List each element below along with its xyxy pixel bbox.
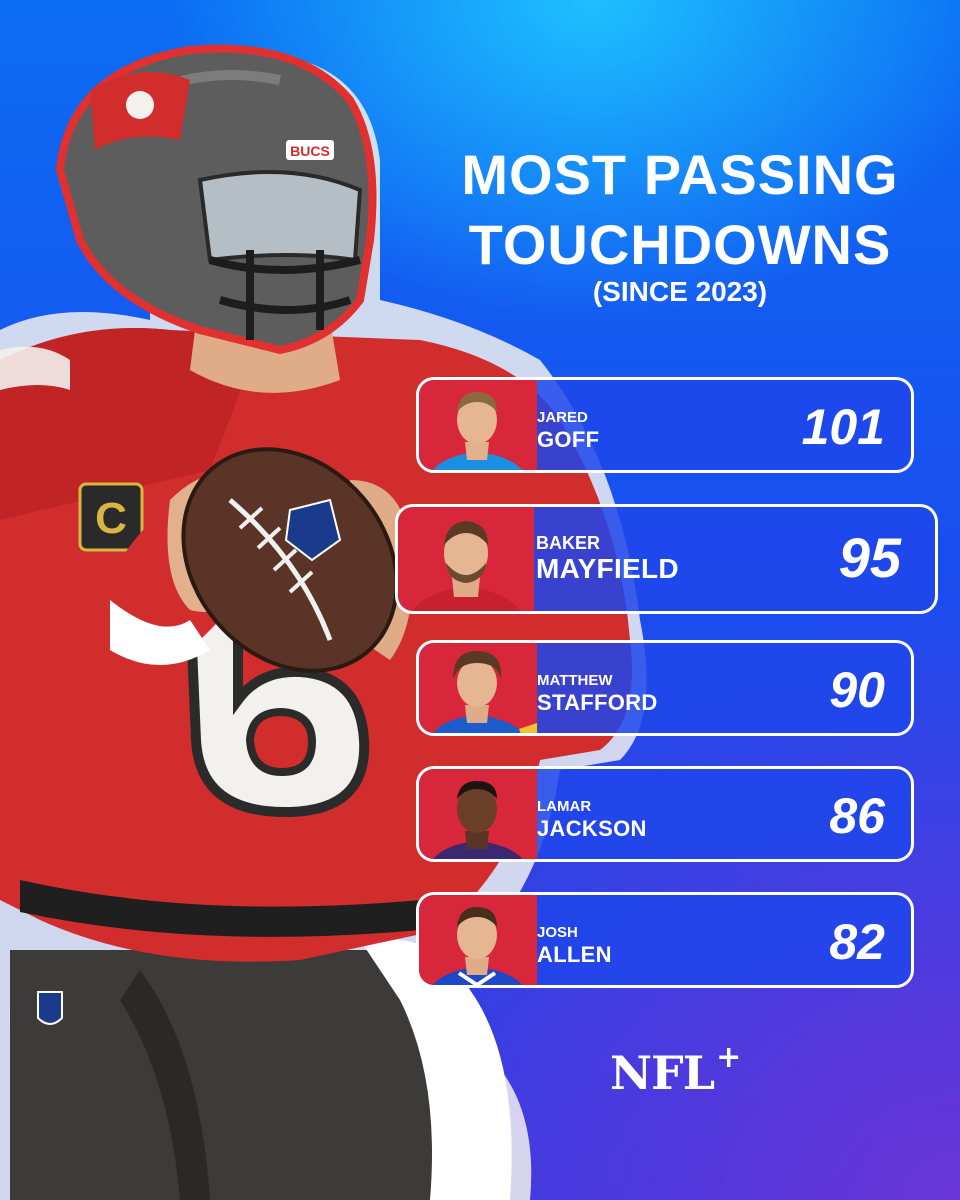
player-last-name: ALLEN <box>537 942 612 967</box>
touchdown-count: 90 <box>829 662 885 718</box>
title-line-1: MOST PASSING <box>461 143 899 206</box>
touchdown-count: 95 <box>838 526 901 589</box>
player-last-name: GOFF <box>537 427 600 452</box>
page-title: MOST PASSING TOUCHDOWNS <box>400 140 960 280</box>
player-last-name: STAFFORD <box>537 690 658 715</box>
player-first-name: JOSH <box>537 924 578 941</box>
player-card-allen: JOSH ALLEN 82 <box>416 892 914 988</box>
player-headshot <box>419 380 537 470</box>
svg-text:C: C <box>95 494 127 543</box>
player-first-name: LAMAR <box>537 798 592 815</box>
player-first-name: JARED <box>537 409 588 426</box>
touchdown-count: 82 <box>829 914 885 970</box>
player-card-goff: JARED GOFF 101 <box>416 377 914 473</box>
title-line-2: TOUCHDOWNS <box>468 213 892 276</box>
player-headshot <box>419 769 537 859</box>
svg-text:BUCS: BUCS <box>290 143 330 159</box>
player-card-mayfield: BAKER MAYFIELD 95 <box>395 504 938 614</box>
page-subtitle: (SINCE 2023) <box>592 276 768 307</box>
touchdown-count: 101 <box>801 399 885 455</box>
logo-text: NFL <box>610 1046 715 1100</box>
player-headshot <box>419 643 537 733</box>
player-headshot <box>419 895 537 985</box>
player-card-stafford: MATTHEW STAFFORD 90 <box>416 640 914 736</box>
player-last-name: MAYFIELD <box>536 553 679 584</box>
player-last-name: JACKSON <box>537 816 647 841</box>
player-first-name: MATTHEW <box>537 672 613 689</box>
player-card-jackson: LAMAR JACKSON 86 <box>416 766 914 862</box>
touchdown-count: 86 <box>829 788 885 844</box>
logo-plus: + <box>716 1040 741 1075</box>
nfl-plus-logo: NFL+ <box>610 1040 741 1100</box>
player-headshot <box>398 507 534 611</box>
player-first-name: BAKER <box>536 533 601 553</box>
